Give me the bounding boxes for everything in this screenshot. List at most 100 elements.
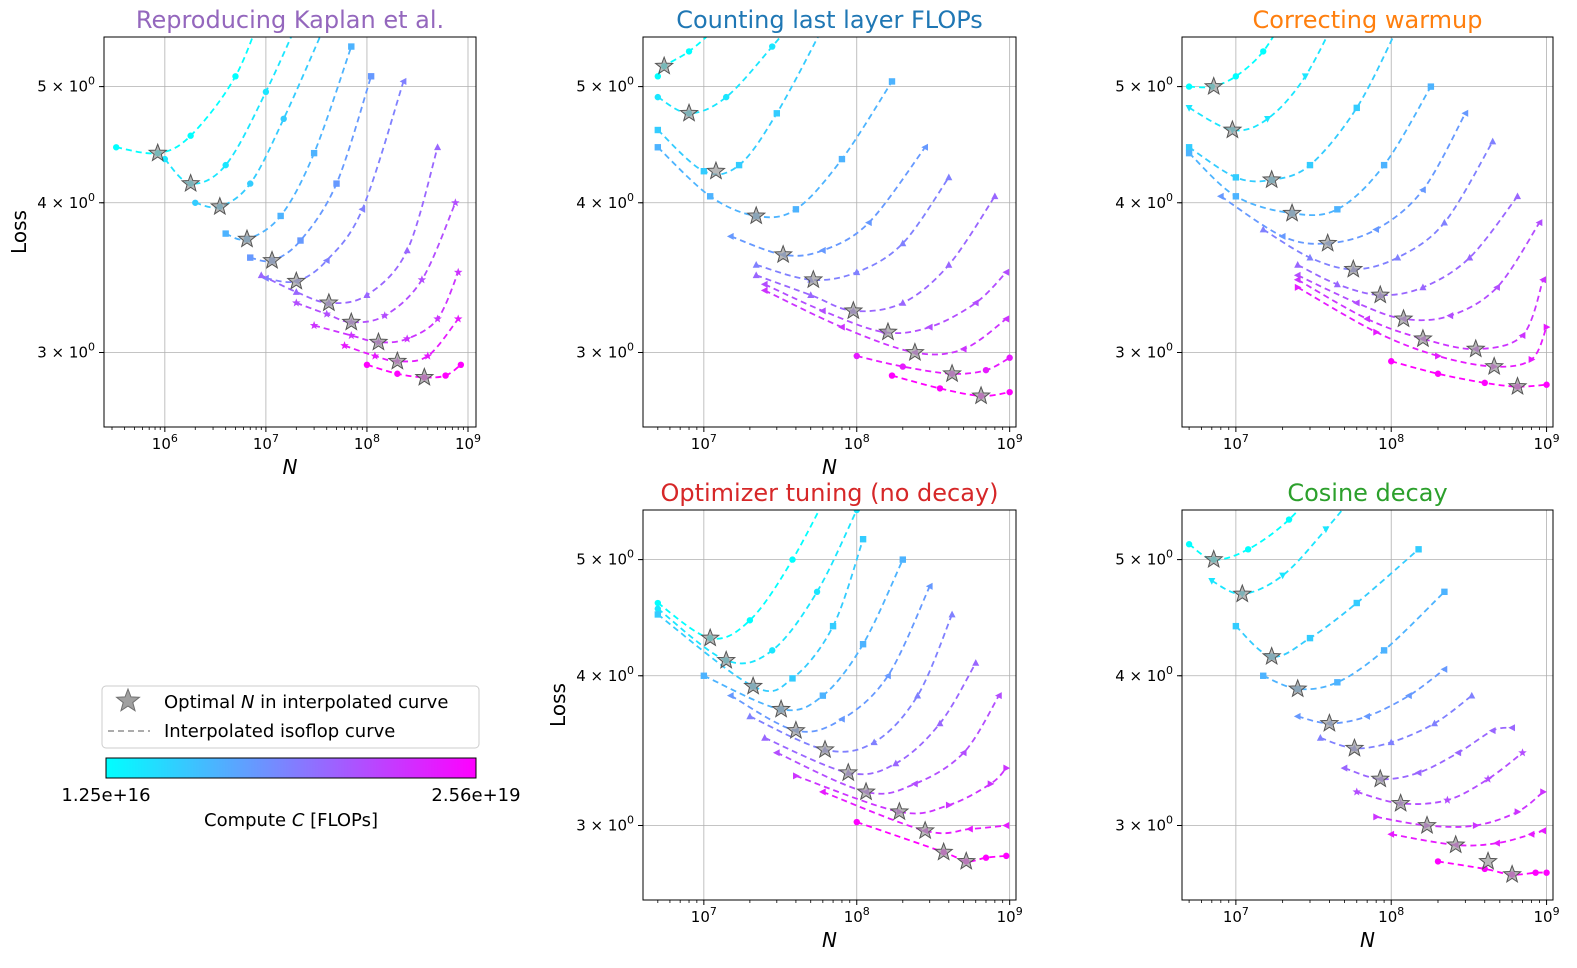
data-point: [1341, 0, 1348, 4]
colorbar-max-label: 2.56e+19: [431, 785, 520, 806]
data-point: [959, 345, 967, 353]
data-point: [991, 192, 999, 200]
data-point: [936, 385, 944, 392]
data-point: [654, 605, 662, 612]
optimal-star: [773, 244, 794, 264]
tick-label: 3 × 100: [576, 341, 634, 362]
data-point: [417, 275, 427, 284]
optimal-star: [889, 801, 910, 821]
data-point: [399, 77, 407, 85]
axes-frame: [103, 36, 477, 428]
tick-label: 5 × 100: [1115, 75, 1173, 96]
optimal-star: [843, 300, 864, 320]
data-point: [1002, 315, 1010, 323]
plot-area: [112, 37, 465, 386]
data-point: [1513, 192, 1522, 200]
data-point: [838, 715, 845, 723]
optimal-star: [856, 781, 876, 801]
tick-label: 5 × 100: [576, 75, 634, 96]
legend: Optimal N in interpolated curve Interpol…: [101, 685, 480, 749]
optimal-star: [1413, 328, 1433, 348]
data-point: [1440, 665, 1448, 673]
series-line: [1188, 37, 1328, 132]
data-point: [789, 556, 796, 563]
data-point: [1334, 206, 1341, 213]
data-point: [1208, 577, 1216, 585]
data-point: [818, 246, 826, 254]
data-point: [1532, 869, 1539, 876]
data-point: [333, 180, 340, 187]
data-point: [1518, 331, 1526, 339]
tick-label: 106: [152, 432, 178, 453]
data-point: [1493, 283, 1500, 291]
tick-label: 108: [844, 432, 870, 453]
data-point: [1306, 161, 1314, 169]
data-point: [1446, 312, 1454, 320]
data-point: [966, 825, 973, 833]
data-point: [769, 647, 776, 654]
data-point: [1285, 516, 1293, 523]
data-point: [1293, 712, 1301, 720]
data-point: [899, 299, 907, 306]
panel-p2: 107 108 109 5 × 100 4 × 100 3 × 100 Counting l…: [576, 6, 1022, 479]
data-point: [370, 351, 380, 360]
optimal-star: [942, 363, 962, 383]
data-point: [1434, 370, 1442, 377]
data-point: [1264, 115, 1272, 123]
data-point: [1514, 808, 1522, 816]
data-point: [280, 115, 287, 123]
optimal-star: [1465, 338, 1486, 358]
panel-p3: 107 108 109 5 × 100 4 × 100 3 × 100 Correcting…: [1115, 0, 1559, 453]
series-line: [657, 80, 893, 219]
data-point: [752, 261, 760, 268]
data-point: [1387, 738, 1395, 746]
tick-label: 107: [691, 905, 717, 926]
data-point: [761, 734, 769, 741]
data-point: [1394, 253, 1402, 261]
series-line: [749, 614, 953, 753]
data-point: [892, 759, 900, 767]
data-point: [1368, 471, 1375, 478]
data-point: [457, 361, 465, 369]
optimal-star: [368, 331, 389, 351]
legend-star-icon: [115, 687, 141, 712]
optimal-star: [1393, 308, 1414, 328]
data-point: [433, 314, 442, 323]
data-point: [1259, 225, 1267, 233]
optimal-star: [209, 196, 230, 216]
series-line: [856, 355, 1011, 375]
data-point: [363, 291, 371, 298]
series-line: [1391, 829, 1544, 847]
series-line: [657, 510, 858, 665]
data-point: [853, 510, 860, 514]
series-line: [296, 202, 457, 324]
tick-label: 4 × 100: [1115, 664, 1173, 685]
series-line: [366, 363, 462, 379]
plot-area: [1185, 0, 1551, 396]
optimal-star: [387, 350, 408, 370]
data-point: [1301, 73, 1309, 81]
data-point: [1454, 749, 1462, 757]
tick-label: 108: [1378, 905, 1404, 926]
data-point: [807, 291, 815, 298]
tick-label: 4 × 100: [576, 191, 634, 212]
data-point: [1293, 276, 1301, 284]
tick-label: 108: [844, 905, 870, 926]
data-point: [380, 311, 389, 320]
data-point: [1535, 219, 1543, 227]
optimal-star: [414, 366, 435, 386]
series-line: [1220, 112, 1467, 245]
optimal-star: [1261, 169, 1282, 189]
y-axis-label: Loss: [546, 683, 570, 727]
colorbar: 1.25e+16 2.56e+19 Compute C [FLOPs]: [61, 757, 521, 831]
data-point: [1003, 764, 1011, 772]
data-point: [911, 780, 918, 788]
data-point: [1260, 672, 1267, 679]
data-point: [1294, 283, 1302, 291]
data-point: [982, 366, 990, 374]
data-point: [277, 212, 284, 220]
data-point: [746, 617, 754, 624]
optimal-star: [915, 820, 936, 840]
data-point: [453, 314, 463, 323]
series-line: [856, 821, 1007, 863]
